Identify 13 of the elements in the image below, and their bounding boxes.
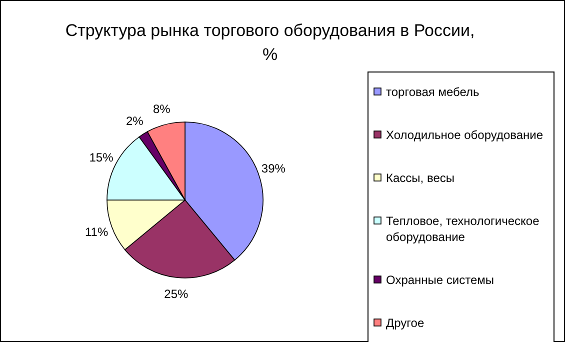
legend-label: Охранные системы: [386, 273, 494, 287]
chart-title: Структура рынка торгового оборудования в России, %: [65, 21, 475, 64]
data-label: 25%: [164, 286, 188, 301]
legend-label: Тепловое, технологическое оборудование: [386, 214, 540, 244]
legend-label: Холодильное оборудование: [386, 128, 544, 142]
legend-label: Кассы, весы: [386, 171, 454, 185]
data-label: 8%: [152, 102, 171, 116]
data-label: 11%: [84, 225, 108, 240]
data-label: 39%: [261, 161, 286, 176]
legend-label: Другое: [386, 316, 424, 330]
legend-label: торговая мебель: [386, 85, 480, 99]
data-label: 15%: [89, 150, 114, 165]
data-label: 2%: [126, 114, 144, 128]
